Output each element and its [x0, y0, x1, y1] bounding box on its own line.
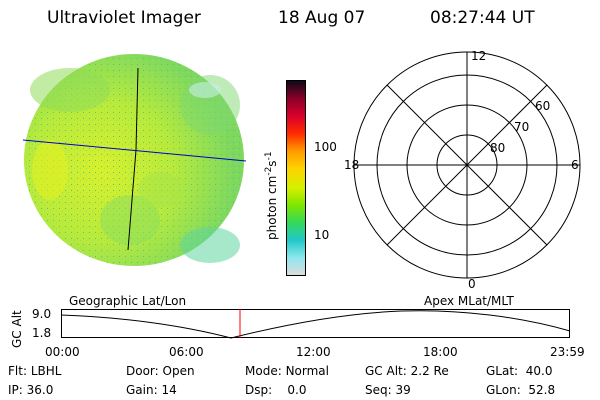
timeline-ytick-high: 9.0 — [32, 307, 52, 321]
mlt-label-12: 12 — [471, 49, 486, 63]
ip-label: IP: — [8, 383, 23, 397]
door-field: Door: Open — [126, 364, 195, 378]
glon-value: 52.8 — [528, 383, 556, 397]
colorbar-unit-label: photon cm-2s-1 — [264, 151, 279, 240]
gcalt-field: GC Alt: 2.2 Re — [365, 364, 449, 378]
polar-plot: 12 6 0 18 60 70 80 — [344, 49, 581, 291]
gain-value: 14 — [161, 383, 177, 397]
instrument-title: Ultraviolet Imager — [47, 8, 201, 28]
auroral-image — [22, 54, 247, 266]
timeline-xtick-1200: 12:00 — [296, 345, 331, 359]
door-value: Open — [162, 364, 195, 378]
colorbar-gradient — [286, 80, 306, 276]
flt-label: Flt: — [8, 364, 27, 378]
unit-mid: s — [265, 160, 279, 167]
glat-value: 40.0 — [525, 364, 553, 378]
mode-field: Mode: Normal — [245, 364, 329, 378]
mlt-label-18: 18 — [344, 158, 359, 172]
colorbar-tick-100: 100 — [314, 140, 337, 154]
timeline-ylabel: GC Alt — [10, 310, 24, 348]
date-label: 18 Aug 07 — [278, 8, 366, 28]
flt-field: Flt: LBHL — [8, 364, 61, 378]
unit-main: photon cm — [265, 175, 279, 240]
lat-label-60: 60 — [535, 99, 550, 113]
gain-field: Gain: 14 — [126, 383, 177, 397]
timeline-xtick-0600: 06:00 — [169, 345, 204, 359]
gain-label: Gain: — [126, 383, 158, 397]
timeline-xtick-0000: 00:00 — [45, 345, 80, 359]
unit-sup-2: -1 — [264, 151, 274, 161]
mlt-label-6: 6 — [571, 158, 579, 172]
glon-label: GLon: — [486, 383, 521, 397]
latitude-line — [22, 139, 247, 162]
glat-field: GLat: 40.0 — [486, 364, 552, 378]
mode-label: Mode: — [245, 364, 282, 378]
dsp-label: Dsp: — [245, 383, 273, 397]
glon-field: GLon: 52.8 — [486, 383, 555, 397]
unit-sup-1: -2 — [264, 166, 274, 176]
timeline-xtick-1800: 18:00 — [423, 345, 458, 359]
colorbar-tick-10: 10 — [314, 228, 330, 242]
colorbar — [286, 80, 306, 276]
timeline-ytick-low: 1.8 — [32, 326, 52, 340]
mlt-label-0: 0 — [468, 277, 476, 291]
geographic-label: Geographic Lat/Lon — [69, 294, 187, 308]
door-label: Door: — [126, 364, 159, 378]
dsp-value: 0.0 — [287, 383, 307, 397]
polar-diagonal-2 — [386, 84, 548, 246]
timeline-frame — [61, 309, 570, 338]
timeline-xtick-2359: 23:59 — [550, 345, 585, 359]
globe-disk — [24, 54, 244, 266]
dsp-field: Dsp: 0.0 — [245, 383, 307, 397]
lat-label-70: 70 — [514, 120, 529, 134]
gcalt-value: 2.2 Re — [410, 364, 449, 378]
seq-field: Seq: 39 — [365, 383, 411, 397]
flt-value: LBHL — [30, 364, 62, 378]
mode-value: Normal — [285, 364, 329, 378]
seq-value: 39 — [395, 383, 411, 397]
lat-label-80: 80 — [490, 141, 505, 155]
glat-label: GLat: — [486, 364, 519, 378]
gcalt-label: GC Alt: — [365, 364, 407, 378]
gc-alt-curve — [60, 310, 571, 339]
ip-field: IP: 36.0 — [8, 383, 53, 397]
apex-label: Apex MLat/MLT — [424, 294, 514, 308]
time-label: 08:27:44 UT — [430, 8, 535, 28]
longitude-line — [127, 67, 139, 251]
ip-value: 36.0 — [26, 383, 54, 397]
seq-label: Seq: — [365, 383, 392, 397]
timeline-plot — [60, 309, 571, 339]
